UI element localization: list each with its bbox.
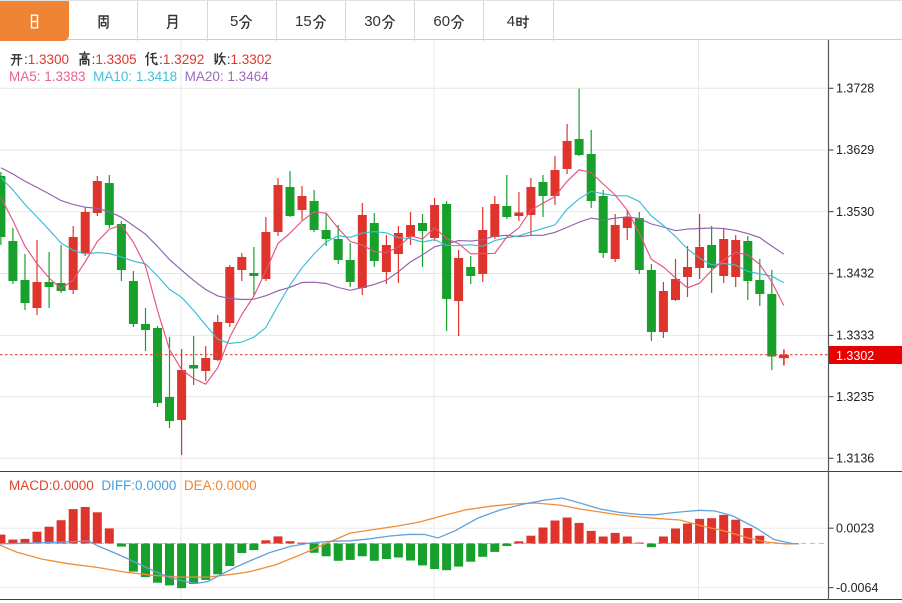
- svg-text:1.3432: 1.3432: [836, 267, 874, 281]
- svg-text:1.3136: 1.3136: [836, 452, 874, 466]
- svg-text:1.3333: 1.3333: [836, 329, 874, 343]
- svg-text:1.3302: 1.3302: [836, 349, 874, 363]
- svg-text:1.3728: 1.3728: [836, 82, 874, 96]
- svg-text:1.3530: 1.3530: [836, 205, 874, 219]
- svg-text:0.0023: 0.0023: [836, 521, 874, 535]
- svg-text:-0.0064: -0.0064: [836, 581, 878, 595]
- svg-text:1.3629: 1.3629: [836, 143, 874, 157]
- svg-text:1.3235: 1.3235: [836, 390, 874, 404]
